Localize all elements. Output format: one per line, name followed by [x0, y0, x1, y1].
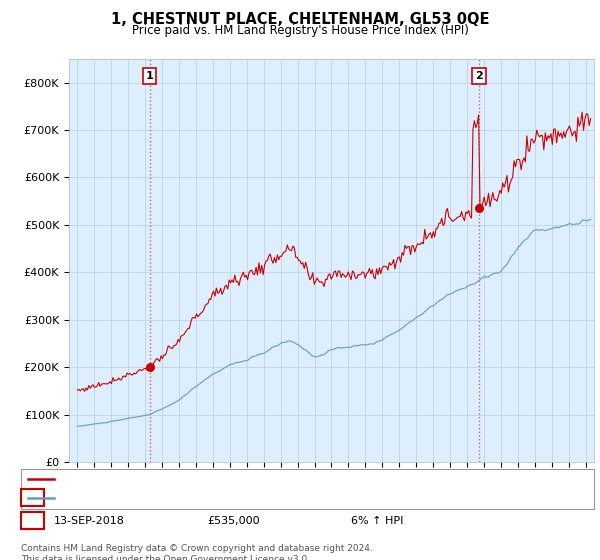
Text: 1, CHESTNUT PLACE, CHELTENHAM, GL53 0QE (detached house): 1, CHESTNUT PLACE, CHELTENHAM, GL53 0QE … — [57, 474, 392, 484]
Text: Contains HM Land Registry data © Crown copyright and database right 2024.
This d: Contains HM Land Registry data © Crown c… — [21, 544, 373, 560]
Text: £200,000: £200,000 — [207, 492, 260, 502]
Text: 1: 1 — [146, 71, 154, 81]
Text: 6% ↑ HPI: 6% ↑ HPI — [351, 516, 403, 526]
Point — [474, 204, 484, 213]
Text: 1: 1 — [28, 491, 37, 504]
Text: 09-APR-1999: 09-APR-1999 — [54, 492, 126, 502]
Text: Price paid vs. HM Land Registry's House Price Index (HPI): Price paid vs. HM Land Registry's House … — [131, 24, 469, 36]
Text: 2: 2 — [28, 514, 37, 528]
Text: 13-SEP-2018: 13-SEP-2018 — [54, 516, 125, 526]
Text: 1, CHESTNUT PLACE, CHELTENHAM, GL53 0QE: 1, CHESTNUT PLACE, CHELTENHAM, GL53 0QE — [111, 12, 489, 27]
Text: 2: 2 — [475, 71, 483, 81]
Text: £535,000: £535,000 — [207, 516, 260, 526]
Text: HPI: Average price, detached house, Cheltenham: HPI: Average price, detached house, Chel… — [57, 493, 314, 503]
Text: 40% ↑ HPI: 40% ↑ HPI — [351, 492, 410, 502]
Point — [145, 363, 155, 372]
